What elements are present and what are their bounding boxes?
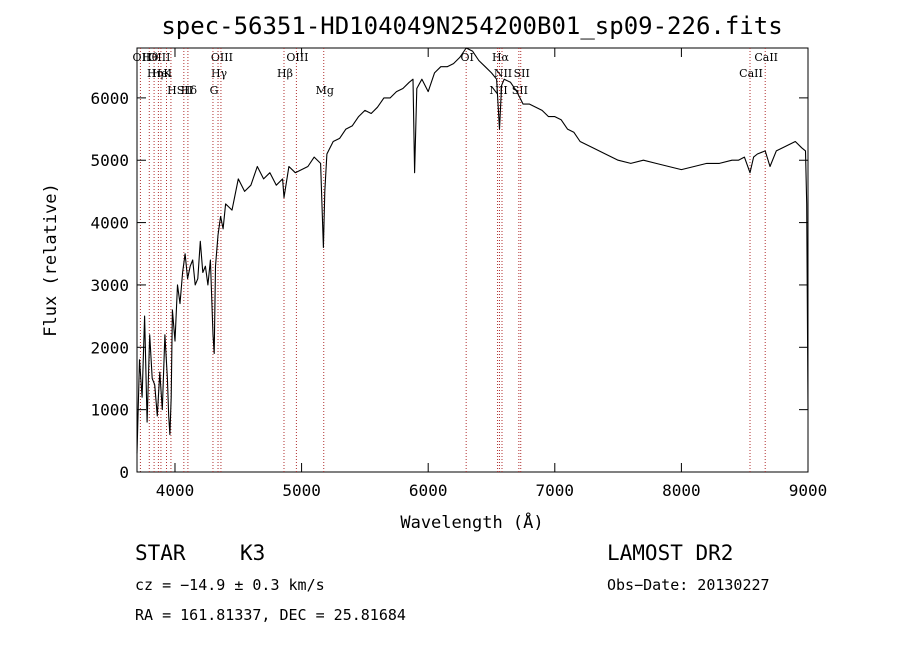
y-axis-ticks: 0 1000 2000 3000 4000 5000 6000 xyxy=(90,89,808,482)
line-marker-label: OIII xyxy=(211,51,233,64)
y-tick-label: 0 xyxy=(119,463,129,482)
x-axis-label: Wavelength (Å) xyxy=(400,511,543,533)
x-tick-label: 9000 xyxy=(789,481,828,500)
line-marker-label: NII xyxy=(489,84,507,97)
line-marker-label: G xyxy=(210,84,219,97)
line-marker-label: SII xyxy=(514,67,530,80)
line-marker-label: K xyxy=(163,67,172,80)
survey-name: LAMOST DR2 xyxy=(607,541,733,565)
line-marker-label: Hη xyxy=(147,67,163,80)
spectrum-series xyxy=(136,47,809,454)
x-axis-ticks: 4000 5000 6000 7000 8000 9000 xyxy=(156,48,828,500)
line-marker-label: Hβ xyxy=(277,67,293,80)
spectrum-line xyxy=(136,47,809,454)
y-tick-label: 5000 xyxy=(90,151,129,170)
line-marker-label: H xyxy=(167,84,177,97)
line-marker-label: OIII xyxy=(148,51,170,64)
line-marker-label: OIII xyxy=(286,51,308,64)
y-tick-label: 6000 xyxy=(90,89,129,108)
line-marker-label: CaII xyxy=(739,67,763,80)
line-marker-label: SII xyxy=(177,84,193,97)
line-marker-label: CaII xyxy=(754,51,778,64)
x-tick-label: 5000 xyxy=(282,481,321,500)
x-tick-label: 7000 xyxy=(536,481,575,500)
line-marker-label: Hα xyxy=(492,51,510,64)
line-marker-label: OII xyxy=(133,51,151,64)
coordinates-info: RA = 161.81337, DEC = 25.81684 xyxy=(135,606,406,624)
line-marker-label: Hδ xyxy=(181,84,198,97)
redshift-info: cz = −14.9 ± 0.3 km/s xyxy=(135,576,325,594)
y-axis-label: Flux (relative) xyxy=(41,183,61,337)
y-tick-label: 4000 xyxy=(90,214,129,233)
line-marker-label: HeI xyxy=(152,67,172,80)
line-marker-label: Hγ xyxy=(211,67,228,80)
x-tick-label: 6000 xyxy=(409,481,448,500)
x-tick-label: 8000 xyxy=(662,481,701,500)
object-class: STAR xyxy=(135,541,186,565)
plot-frame xyxy=(136,47,809,473)
object-subclass: K3 xyxy=(240,541,265,565)
x-tick-label: 4000 xyxy=(156,481,195,500)
y-tick-label: 1000 xyxy=(90,401,129,420)
observation-date: Obs−Date: 20130227 xyxy=(607,576,770,594)
line-marker-label: NII xyxy=(494,67,512,80)
line-marker-label: SII xyxy=(512,84,528,97)
line-marker-label: Mg xyxy=(316,84,334,97)
y-tick-label: 2000 xyxy=(90,338,129,357)
y-tick-label: 3000 xyxy=(90,276,129,295)
chart-title: spec-56351-HD104049N254200B01_sp09-226.f… xyxy=(161,12,782,40)
line-marker-label: OI xyxy=(460,51,473,64)
line-marker-label: Hθ xyxy=(142,51,159,64)
